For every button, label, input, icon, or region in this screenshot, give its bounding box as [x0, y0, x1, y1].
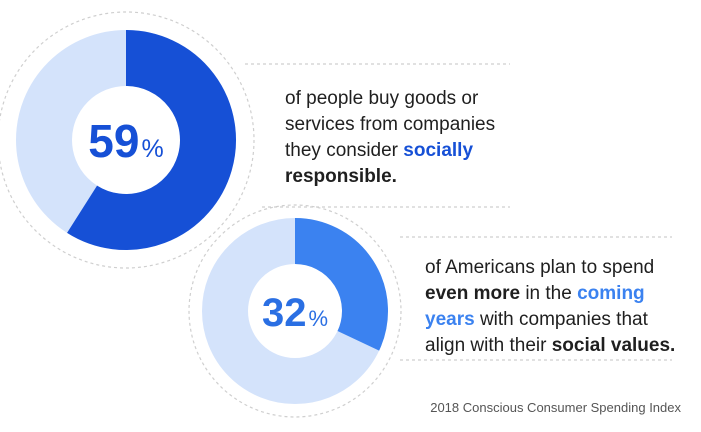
- statement-2-text-a: of Americans plan to spend: [425, 257, 655, 278]
- donut-2-value-label: 32%: [262, 291, 328, 335]
- donut-1-value-number: 59: [88, 115, 139, 167]
- statement-2-bold-2: social values.: [551, 335, 676, 356]
- statement-1-highlight: socially: [403, 140, 474, 161]
- donut-1-value-arc: [67, 30, 236, 250]
- donut-1-percent-sign: %: [141, 135, 163, 163]
- donut-chart-1: 59%: [16, 30, 236, 250]
- statement-2-bold-1: even more: [425, 283, 521, 304]
- statement-2: of Americans plan to spend even more in …: [425, 255, 685, 359]
- donut-2-value-arc: [294, 218, 388, 351]
- statement-2-highlight: coming years: [425, 283, 645, 330]
- statement-1-bold: responsible.: [285, 166, 397, 187]
- statement-1: of people buy goods or services from com…: [285, 86, 525, 190]
- statement-2-text-c: with companies that align with their: [425, 309, 648, 356]
- statement-2-text-b: in the: [520, 283, 578, 304]
- donut-2-percent-sign: %: [308, 306, 328, 331]
- donut-chart-2: 32%: [202, 218, 388, 404]
- source-caption: 2018 Conscious Consumer Spending Index: [430, 400, 681, 415]
- donut-2-value-number: 32: [262, 291, 307, 335]
- statement-1-text-a: of people buy goods or services from com…: [285, 88, 496, 161]
- donut-1-value-label: 59%: [88, 115, 163, 167]
- donut-1-outer-ring: [0, 11, 255, 269]
